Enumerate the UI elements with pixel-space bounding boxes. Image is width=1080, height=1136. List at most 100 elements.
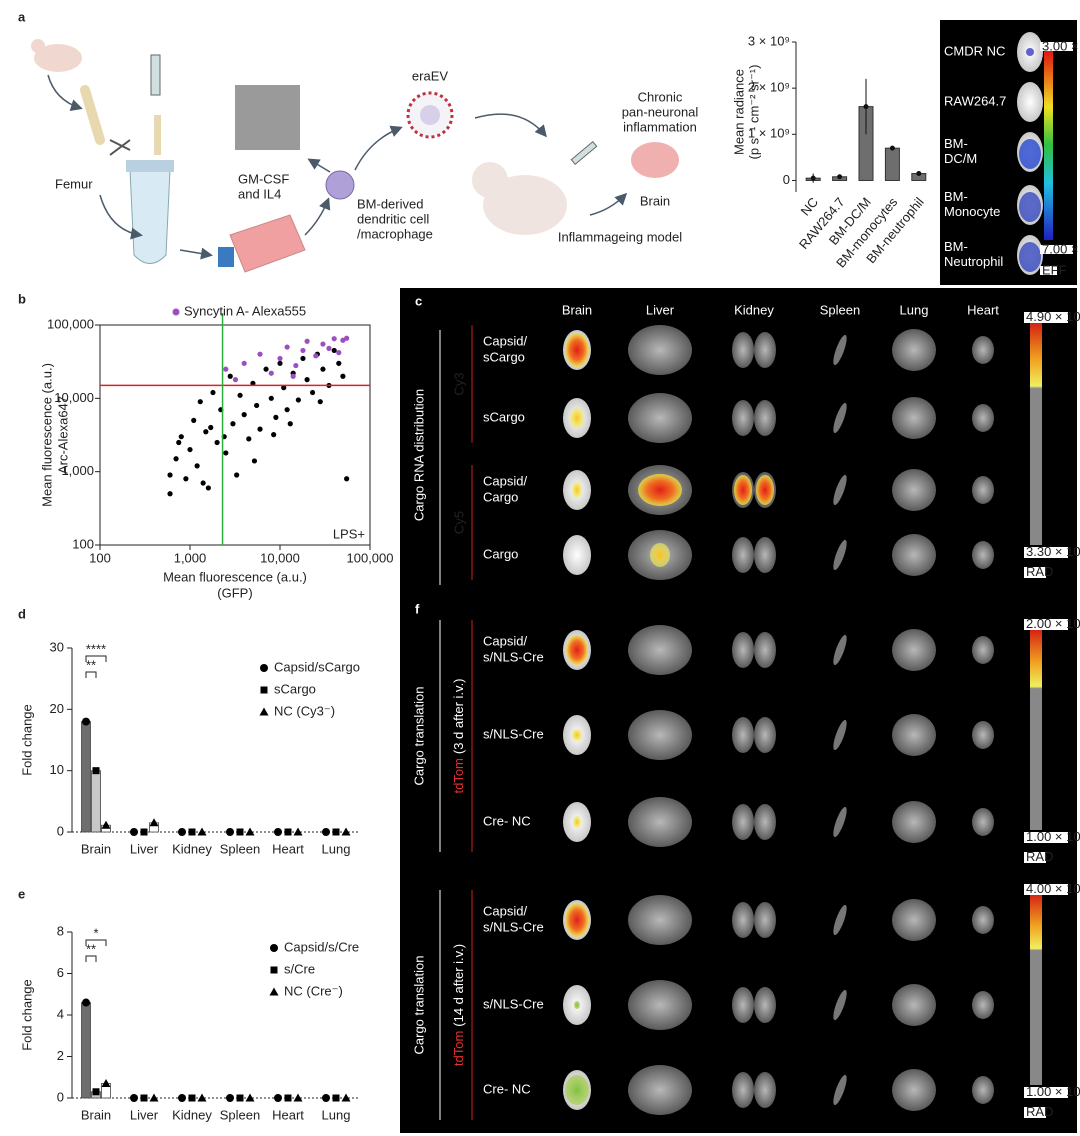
panel-label: b [18,291,26,306]
schematic-label: Femur [55,176,93,191]
panel-label: e [18,886,25,901]
point [208,424,214,431]
colorbar-unit: RAD [1026,564,1053,579]
significance-label: * [93,925,98,940]
bar [81,1002,91,1099]
point [320,341,326,347]
flask-icon [229,214,306,273]
x-axis-label: Mean fluorescence (a.u.) [163,569,307,584]
row-label: s/NLS-Cre [483,919,544,934]
schematic-label: BM-derived [357,196,423,211]
x-tick-label: 1,000 [174,550,207,565]
organ-image [892,714,936,756]
organ-image [833,806,847,838]
organ-image [754,632,776,668]
organ-image [754,902,776,938]
row-label: s/NLS-Cre [483,726,544,741]
y-axis-label: Fold change [19,979,34,1051]
colorbar-label: 2.00 × 10⁸ [1026,616,1080,631]
point [273,414,279,420]
bar [884,147,900,181]
organ-image [628,797,692,847]
colorbar-label: 1.00 × 10⁷ [1026,1084,1080,1099]
point [178,1094,186,1102]
point [320,366,326,372]
y-axis-label: Mean fluorescence (a.u.) [39,363,54,507]
schematic-label: Inflammageing model [558,229,682,244]
colorbar-label: 1.00 × 10⁷ [1026,829,1080,844]
panel-label: c [415,293,422,308]
point [205,485,211,491]
point [295,397,301,403]
organ-image [972,1076,994,1104]
column-header: Liver [646,302,675,317]
point [284,828,292,836]
row-label: sCargo [483,349,525,364]
organ-image [754,804,776,840]
injection-icon [570,140,598,166]
y-axis-label: Mean radiance [731,69,746,155]
signal [572,482,582,498]
x-tick-label: NC [798,194,822,218]
organ-image [892,397,936,439]
organ-image [628,625,692,675]
point [322,828,330,836]
colorbar-label-box [1040,266,1057,275]
colorbar-label: 4.90 × 10⁹ [1026,309,1080,324]
colorbar-label: 4.00 × 10⁷ [1026,881,1080,896]
organ-image [833,1074,847,1106]
y-tick-label: 3 × 10⁹ [748,33,790,48]
imaging-panel-a [940,20,1077,285]
group-label: Cy5 [451,511,466,534]
legend-marker [269,987,279,996]
organ-image [732,717,754,753]
stain-label: tdTom [451,1031,466,1066]
brain-icon [631,142,679,178]
y-tick-label: 20 [50,701,64,716]
y-axis-label: (p s⁻¹ cm⁻² sr⁻¹) [746,65,761,160]
syringe-icon [150,54,161,96]
point [304,377,310,383]
panel-label: f [415,601,420,616]
colorbar-label: 3.30 × 10⁷ [1026,544,1080,559]
y-tick-label: 1 × 10⁹ [748,126,790,141]
point [287,421,293,427]
row-label: s/NLS-Cre [483,996,544,1011]
point [284,1094,292,1102]
point [916,171,922,177]
timing-label: (14 d after i.v.) [451,944,466,1027]
point [223,450,229,456]
point [268,370,274,376]
organ-image [732,332,754,368]
point [317,399,323,405]
point [187,446,193,453]
organ-image [754,332,776,368]
point [331,347,337,354]
bar [91,770,101,833]
colorbar [1030,890,1042,1085]
y-tick-label: 4 [57,1006,64,1021]
organ-image [972,636,994,664]
x-tick-label: Spleen [220,841,260,856]
point [140,1094,148,1102]
organ-image [972,404,994,432]
signal [565,1075,589,1105]
arrow [99,194,143,240]
organ-image [972,808,994,836]
colorbar-unit: RAD [1026,1104,1053,1119]
point [277,360,283,366]
signal [638,474,682,506]
x-tick-label: Heart [272,1107,304,1122]
y-tick-label: 0 [57,1089,64,1104]
point [336,350,342,356]
point [236,1094,244,1102]
legend-marker [260,664,268,672]
legend-label: NC (Cre⁻) [284,983,343,998]
y-tick-label: 2 × 10⁹ [748,80,790,95]
point [344,476,350,482]
point [230,421,236,427]
point [176,439,182,446]
point [194,463,200,469]
point [82,717,90,726]
row-label: Capsid/ [483,333,527,348]
